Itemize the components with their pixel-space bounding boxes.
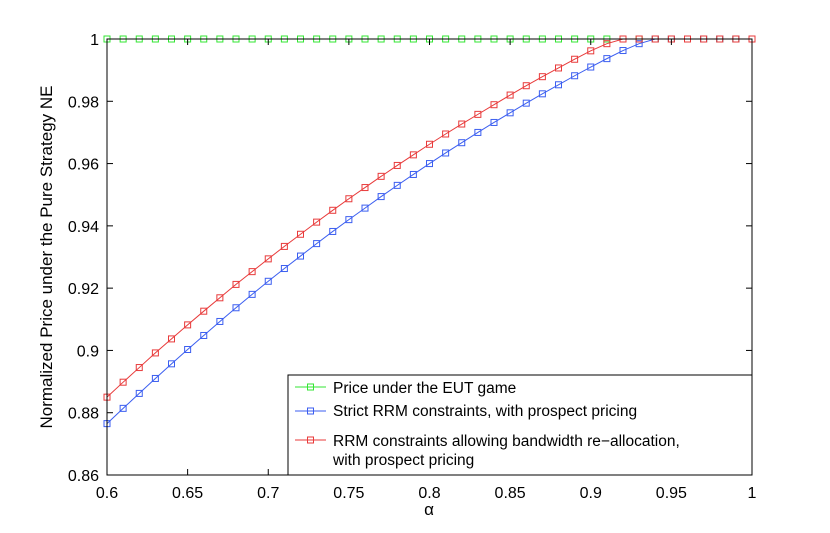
data-point	[458, 120, 466, 128]
data-point	[329, 206, 337, 214]
data-point	[151, 349, 159, 357]
data-point	[168, 360, 175, 368]
x-tick-label: 0.9	[580, 485, 602, 502]
legend-label-rrm-realloc: RRM constraints allowing bandwidth re−al…	[332, 433, 680, 469]
data-point	[264, 277, 272, 285]
data-point	[442, 149, 450, 157]
data-point	[200, 307, 208, 315]
x-tick-label: 0.65	[172, 485, 203, 502]
legend-marker	[307, 383, 314, 391]
legend-label-strict-rrm: Strict RRM constraints, with prospect pr…	[333, 403, 637, 420]
data-point	[571, 55, 579, 63]
data-point	[345, 195, 353, 203]
data-point	[619, 47, 627, 55]
x-axis-title: α	[424, 500, 434, 519]
y-axis: 0.86 0.88 0.9 0.92 0.94 0.96 0.98 1	[68, 32, 752, 485]
legend-label-eut: Price under the EUT game	[333, 380, 516, 397]
legend: Price under the EUT game Strict RRM cons…	[287, 374, 753, 476]
data-point	[426, 140, 433, 148]
legend-label-line-2: with prospect pricing	[332, 452, 474, 469]
data-point	[409, 151, 417, 159]
data-point	[442, 130, 450, 138]
data-point	[409, 170, 417, 178]
data-point	[393, 181, 401, 189]
data-point	[135, 389, 143, 397]
y-tick-label: 0.96	[68, 157, 99, 174]
data-point	[458, 139, 466, 147]
data-point	[603, 40, 611, 48]
data-point	[522, 99, 530, 107]
data-point	[538, 90, 546, 98]
y-tick-label: 1	[90, 32, 99, 49]
data-point	[200, 331, 208, 339]
data-point	[248, 268, 256, 276]
legend-label-line-1: RRM constraints allowing bandwidth re−al…	[333, 433, 680, 450]
x-tick-label: 0.6	[96, 485, 118, 502]
data-point	[506, 91, 514, 99]
data-point	[361, 204, 369, 212]
data-point	[603, 55, 611, 63]
data-point	[280, 242, 288, 250]
data-point	[377, 193, 385, 201]
data-point	[506, 109, 514, 117]
data-point	[393, 161, 401, 169]
data-point	[232, 280, 240, 288]
data-point	[490, 101, 498, 109]
y-tick-label: 0.86	[68, 468, 99, 485]
data-point	[135, 364, 143, 372]
data-point	[313, 240, 321, 248]
legend-marker	[307, 407, 314, 415]
data-point	[184, 345, 192, 353]
data-point	[297, 252, 304, 260]
series-line	[106, 38, 752, 424]
y-tick-label: 0.98	[68, 94, 99, 111]
data-point	[264, 255, 272, 263]
data-point	[216, 294, 224, 302]
data-point	[248, 290, 256, 298]
data-point	[345, 216, 353, 224]
data-point	[168, 335, 175, 343]
data-point	[216, 317, 224, 325]
data-point	[232, 304, 240, 312]
data-point	[184, 321, 192, 329]
y-tick-label: 0.9	[77, 343, 99, 360]
series-1	[103, 35, 756, 428]
data-point	[555, 64, 562, 72]
data-point	[151, 374, 159, 382]
data-point	[538, 73, 546, 81]
x-tick-label: 0.95	[656, 485, 687, 502]
data-point	[555, 81, 562, 89]
data-point	[313, 218, 321, 226]
data-point	[426, 160, 433, 168]
data-point	[474, 128, 482, 136]
data-point	[571, 72, 579, 80]
y-tick-label: 0.88	[68, 406, 99, 423]
y-tick-label: 0.92	[68, 281, 99, 298]
data-point	[119, 404, 127, 412]
data-point	[119, 378, 127, 386]
x-tick-label: 0.7	[257, 485, 279, 502]
data-point	[329, 227, 337, 235]
x-tick-label: 0.8	[418, 485, 440, 502]
data-point	[490, 118, 498, 126]
data-point	[635, 40, 643, 48]
data-point	[587, 63, 595, 71]
legend-marker	[307, 436, 314, 444]
data-point	[297, 230, 304, 238]
x-tick-label: 0.75	[333, 485, 364, 502]
x-tick-label: 0.85	[495, 485, 526, 502]
data-point	[361, 184, 369, 192]
y-tick-label: 0.94	[68, 219, 99, 236]
data-point	[280, 265, 288, 273]
data-point	[377, 172, 385, 180]
y-axis-title: Normalized Price under the Pure Strategy…	[37, 86, 56, 429]
data-point	[474, 110, 482, 118]
data-point	[522, 82, 530, 90]
data-point	[587, 47, 595, 55]
legend-items	[295, 383, 326, 444]
legend-box	[287, 374, 753, 476]
x-tick-label: 1	[748, 485, 757, 502]
